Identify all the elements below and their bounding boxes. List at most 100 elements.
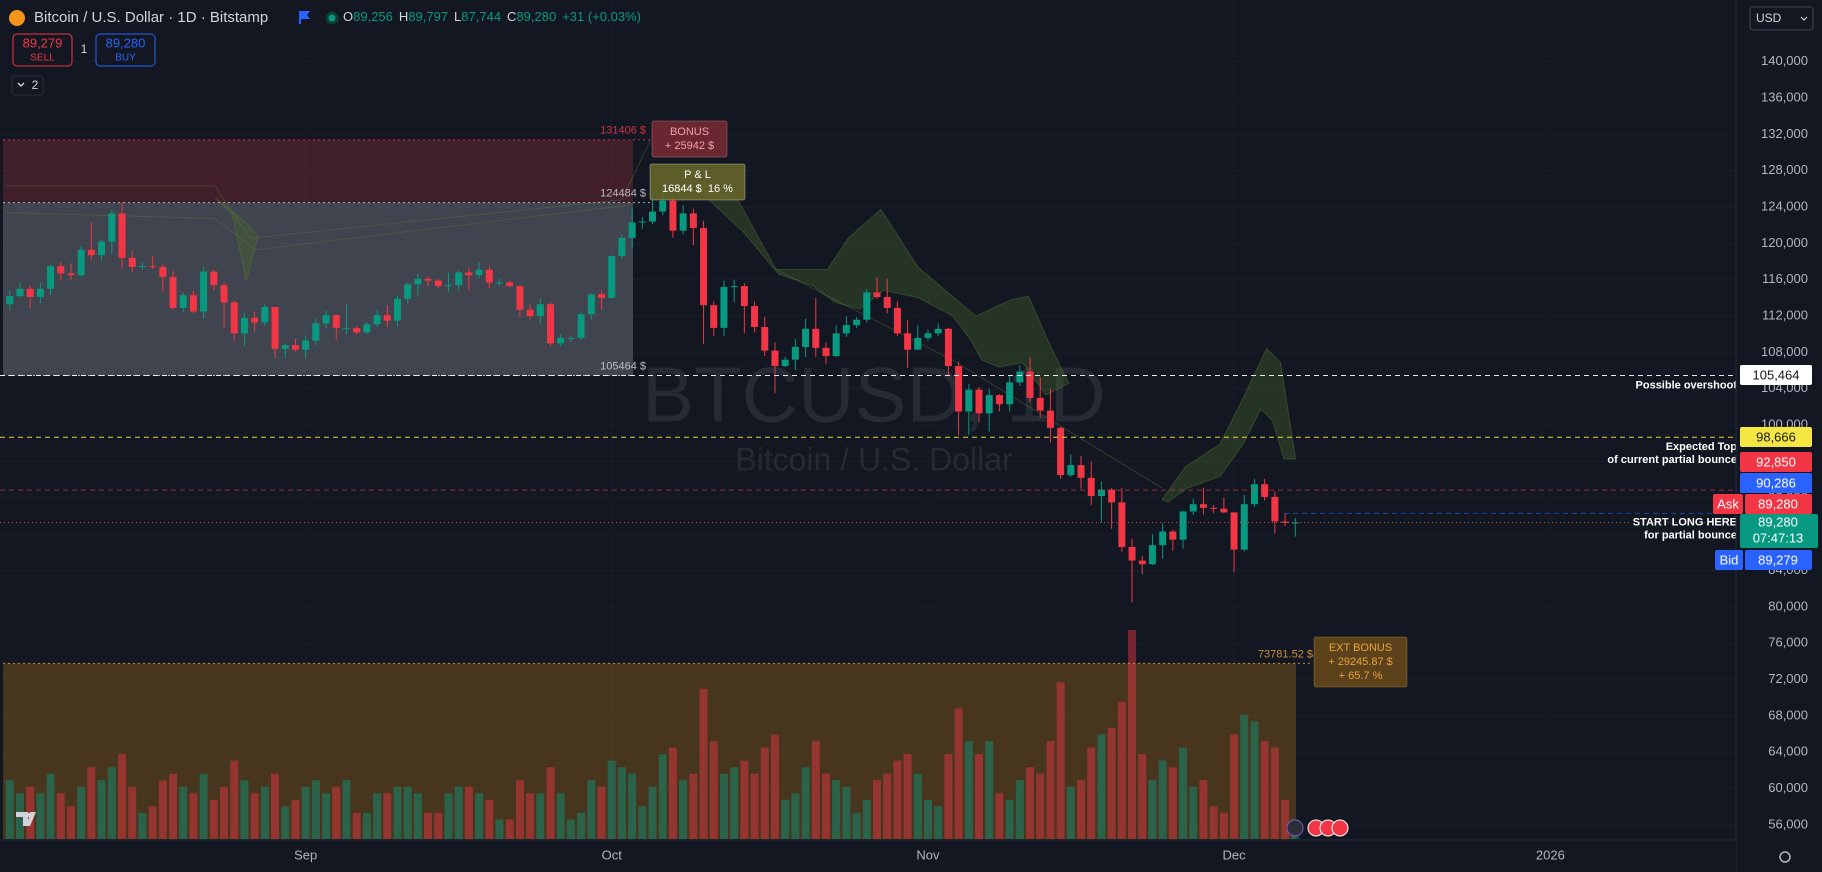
zones — [3, 139, 1296, 839]
volume-bar — [1219, 812, 1228, 839]
candle-body — [261, 306, 269, 323]
buy-price[interactable]: 89,280 — [106, 35, 146, 50]
legend-value: 89,797 — [408, 9, 448, 24]
volume-bar — [954, 708, 963, 839]
volume-bar — [199, 773, 208, 839]
candle-body — [730, 286, 738, 288]
candle-body — [863, 292, 871, 320]
candle-body — [506, 282, 514, 287]
volume-bar — [872, 780, 881, 839]
indicators-count[interactable]: 2 — [32, 78, 39, 92]
volume-bar — [209, 799, 218, 839]
legend-key: C — [507, 9, 516, 24]
buy-button-box[interactable] — [95, 33, 156, 67]
volume-bar — [1117, 701, 1126, 839]
chevron-icon[interactable] — [1800, 16, 1808, 21]
candle-body — [516, 286, 524, 310]
legend-value: 89,280 — [516, 9, 556, 24]
volume-bar — [128, 786, 137, 839]
sell-label[interactable]: SELL — [30, 53, 55, 64]
volume-bar — [46, 773, 55, 839]
volume-bar — [475, 793, 484, 839]
candle-body — [312, 323, 320, 341]
candle-body — [1281, 521, 1289, 523]
candle-body — [853, 319, 861, 326]
candle-body — [536, 304, 544, 317]
volume-bar — [1026, 767, 1035, 839]
candle-body — [618, 237, 626, 257]
candle-body — [118, 213, 126, 258]
volume-bar — [1189, 786, 1198, 839]
currency-label[interactable]: USD — [1756, 11, 1782, 25]
callout-text: + 25942 $ — [665, 140, 714, 152]
price-line-text: Possible overshoot — [1636, 379, 1738, 391]
chevron-icon[interactable] — [17, 82, 25, 87]
volume-bar — [1281, 799, 1290, 839]
candle-body — [383, 315, 391, 321]
candle-body — [434, 280, 442, 287]
annotation-label: 131406 $ — [600, 125, 646, 137]
volume-bar — [322, 793, 331, 839]
y-tick-label: 120,000 — [1761, 235, 1808, 250]
volume-bar — [913, 773, 922, 839]
volume-bar — [811, 741, 820, 839]
candle-body — [67, 273, 75, 276]
candle-body — [291, 345, 299, 350]
y-tick-label: 124,000 — [1761, 198, 1808, 213]
candle-body — [353, 327, 361, 333]
volume-bar — [679, 780, 688, 839]
volume-bar — [362, 812, 371, 839]
last-price-text: START LONG HERE — [1633, 516, 1737, 528]
volume-bar — [944, 754, 953, 839]
candle-body — [608, 256, 616, 298]
volume-bar — [373, 793, 382, 839]
volume-bar — [87, 767, 96, 839]
candle-body — [1189, 504, 1197, 512]
volume-bar — [1066, 786, 1075, 839]
header-title: Bitcoin / U.S. Dollar · 1D · Bitstamp — [34, 9, 268, 26]
settings-icon[interactable] — [1779, 851, 1791, 863]
event-icons[interactable] — [1286, 819, 1349, 837]
event-icon[interactable] — [1331, 819, 1349, 837]
volume-bar — [995, 793, 1004, 839]
buy-label[interactable]: BUY — [115, 53, 136, 64]
indicators-toggle-box[interactable] — [11, 75, 44, 96]
candle-body — [465, 272, 473, 276]
y-tick-label: 140,000 — [1761, 53, 1808, 68]
sell-button[interactable]: 89,279 SELL — [12, 33, 73, 67]
volume-bar — [628, 773, 637, 839]
sell-button-box[interactable] — [12, 33, 73, 67]
volume-bar — [1138, 754, 1147, 839]
watermark-description: Bitcoin / U.S. Dollar — [735, 441, 1013, 477]
currency-button[interactable]: USD — [1749, 6, 1814, 31]
volume-bar — [342, 780, 351, 839]
candle-body — [149, 266, 157, 268]
volume-bar — [97, 780, 106, 839]
candle-body — [1067, 465, 1075, 476]
sell-price[interactable]: 89,279 — [23, 35, 63, 50]
candles — [6, 187, 1299, 603]
currency-box[interactable] — [1749, 6, 1814, 31]
volume-bar — [434, 812, 443, 839]
candle-body — [26, 288, 34, 297]
candle-body — [995, 395, 1003, 405]
candle-body — [1016, 371, 1024, 383]
y-tick-label: 116,000 — [1762, 271, 1808, 286]
price-tag — [1740, 365, 1812, 385]
buy-button[interactable]: 89,280 BUY — [95, 33, 156, 67]
event-icon[interactable] — [1286, 819, 1304, 837]
candle-body — [700, 227, 708, 306]
projection-shape — [695, 184, 1070, 396]
candle-body — [1036, 397, 1044, 411]
indicators-toggle[interactable]: 2 — [11, 75, 44, 96]
candle-body — [598, 294, 606, 298]
candle-body — [822, 347, 830, 357]
candle-body — [1230, 512, 1238, 550]
volume-bar — [403, 786, 412, 839]
candle-body — [526, 309, 534, 317]
volume-bar — [791, 793, 800, 839]
bid-name: Bid — [1720, 552, 1739, 567]
callout-text: + 29245.87 $ — [1328, 656, 1393, 668]
candle-body — [893, 307, 901, 334]
candle-body — [404, 284, 412, 299]
